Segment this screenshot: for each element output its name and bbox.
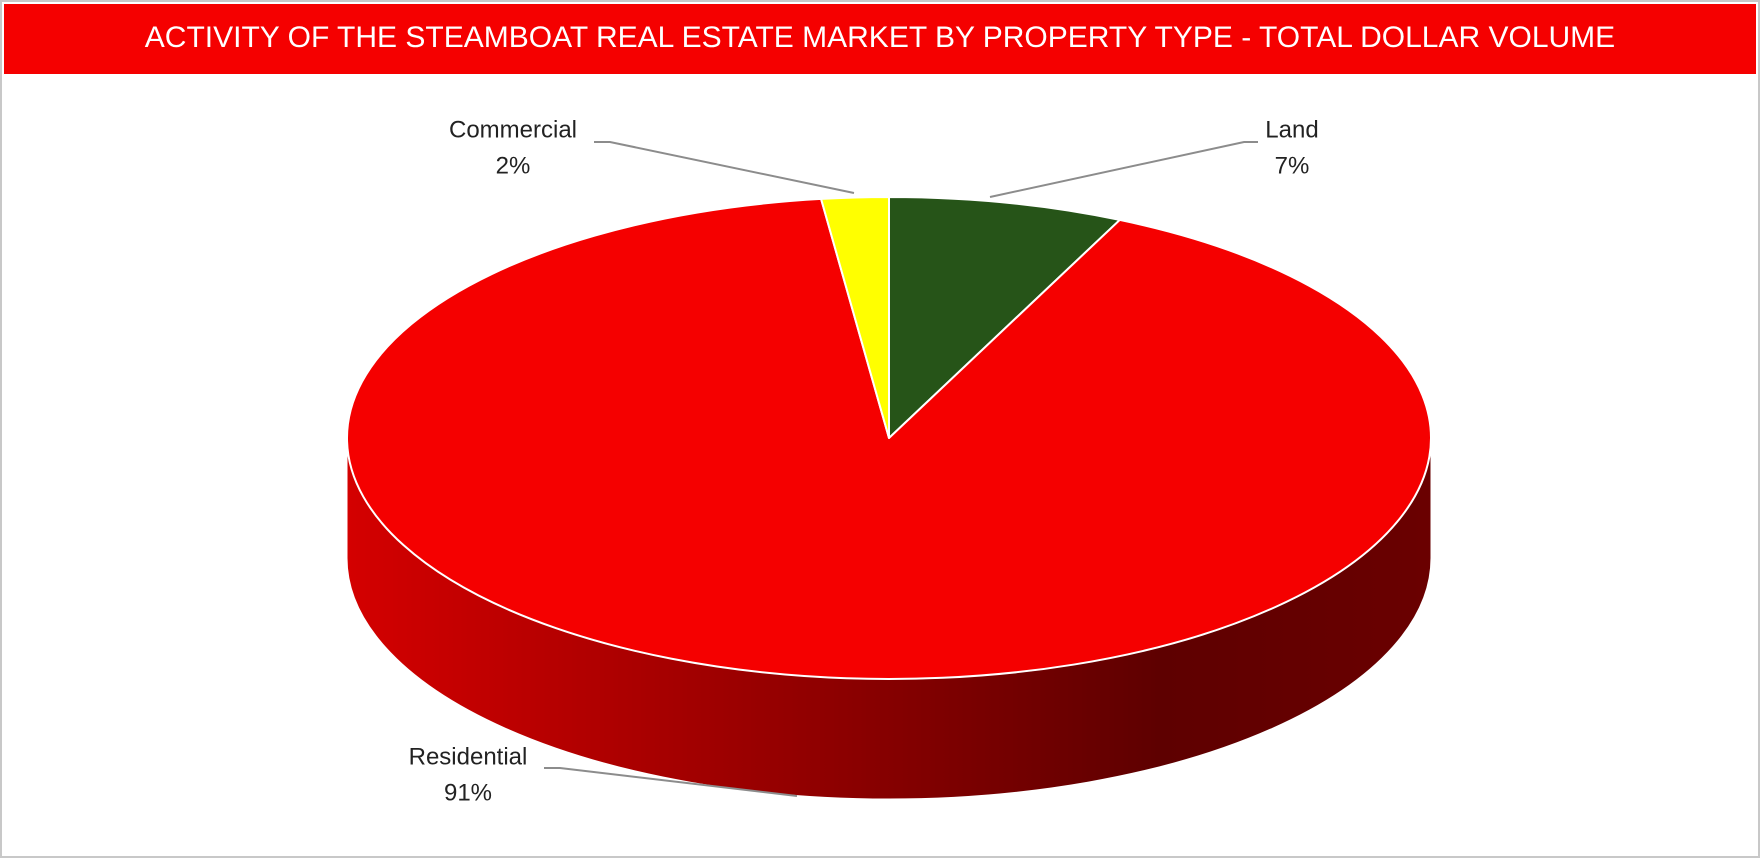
data-label-value: 91% bbox=[444, 779, 492, 806]
data-label-value: 7% bbox=[1275, 152, 1310, 179]
pie-slice bbox=[888, 196, 1121, 439]
leader-line bbox=[594, 141, 855, 194]
labels: Land 7% Residential 91% Commercial 2% bbox=[409, 116, 1319, 806]
pie bbox=[346, 196, 1432, 800]
chart-title: ACTIVITY OF THE STEAMBOAT REAL ESTATE MA… bbox=[145, 21, 1615, 54]
leader-line bbox=[989, 141, 1258, 198]
title-bar bbox=[4, 4, 1756, 74]
leader-line bbox=[544, 767, 798, 797]
pie-slice bbox=[820, 196, 890, 439]
data-label-value: 2% bbox=[496, 152, 531, 179]
data-label-name: Land bbox=[1265, 116, 1318, 143]
data-label-name: Residential bbox=[409, 743, 528, 770]
data-label-name: Commercial bbox=[449, 116, 577, 143]
